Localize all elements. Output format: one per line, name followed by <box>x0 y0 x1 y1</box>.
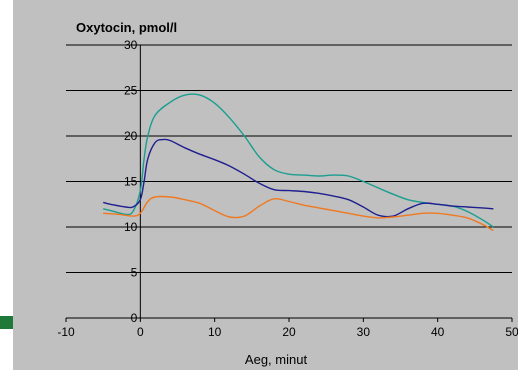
x-tick-label: -10 <box>57 325 75 339</box>
y-tick-label: 10 <box>124 220 138 234</box>
x-tick-label: 40 <box>431 325 445 339</box>
series-lines <box>103 93 494 232</box>
legend-marker <box>0 316 13 329</box>
y-tick-label: 20 <box>124 129 138 143</box>
y-tick-label: 5 <box>131 266 138 280</box>
y-tick-label: 15 <box>124 175 138 189</box>
x-tick-label: 10 <box>208 325 222 339</box>
x-tick-label: 20 <box>282 325 296 339</box>
chart-background <box>13 0 518 370</box>
axes <box>65 44 513 322</box>
y-tick-label: 30 <box>124 38 138 52</box>
x-axis-title: Aeg, minut <box>245 352 308 367</box>
x-tick-label: 50 <box>505 325 518 339</box>
y-tick-label: 0 <box>131 311 138 325</box>
x-tick-label: 30 <box>357 325 371 339</box>
tick-labels: 0 5 10 15 20 25 30 -10 0 10 20 30 40 50 <box>57 38 518 339</box>
series-line-1 <box>103 93 494 228</box>
x-tick-label: 0 <box>137 325 144 339</box>
chart-title: Oxytocin, pmol/l <box>76 20 177 35</box>
series-line-2 <box>103 138 494 218</box>
gridlines <box>66 44 512 273</box>
series-line-3 <box>103 195 494 232</box>
y-tick-label: 25 <box>124 84 138 98</box>
